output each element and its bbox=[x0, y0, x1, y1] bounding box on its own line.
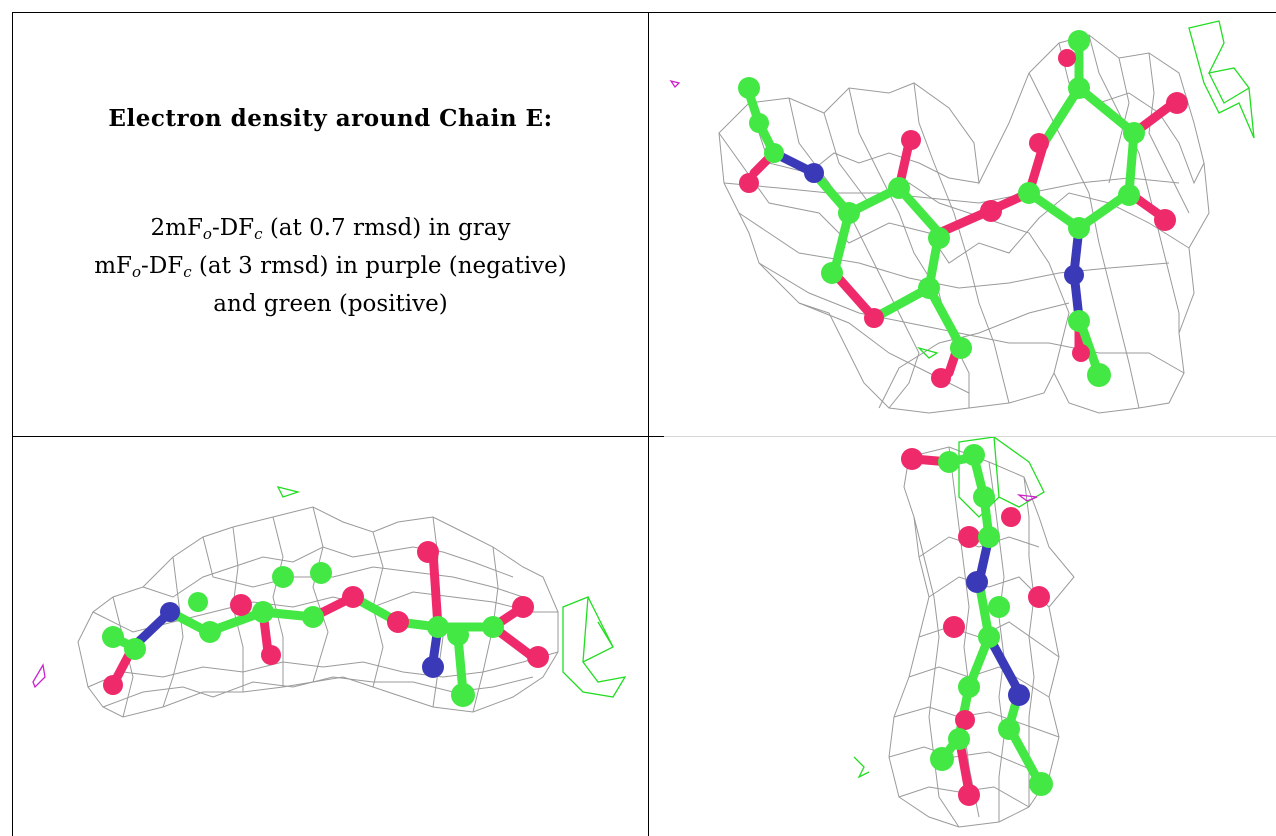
positive-density-top-right bbox=[916, 20, 1255, 359]
molecule-atoms-bottom-left bbox=[102, 541, 549, 707]
molecule-atoms-top-right bbox=[738, 30, 1188, 388]
panel-divider-horizontal bbox=[12, 436, 664, 437]
caption-line-2fo-fc: 2mFo-DFc (at 0.7 rmsd) in gray bbox=[150, 215, 511, 243]
positive-density-bottom-right bbox=[853, 437, 1045, 779]
negative-density-bottom-right bbox=[1016, 494, 1038, 502]
density-view-top-right bbox=[649, 13, 1276, 436]
density-view-bottom-right bbox=[649, 437, 1276, 836]
positive-density-bottom-left bbox=[276, 486, 627, 698]
molecule-atoms-bottom-right bbox=[901, 444, 1053, 806]
caption-line-fo-fc: mFo-DFc (at 3 rmsd) in purple (negative) bbox=[94, 253, 567, 281]
caption-title: Electron density around Chain E: bbox=[108, 105, 553, 132]
molecule-bonds-bottom-right bbox=[909, 452, 1044, 797]
density-view-bottom-left bbox=[13, 437, 648, 836]
caption-legend: 2mFo-DFc (at 0.7 rmsd) in gray mFo-DFc (… bbox=[13, 209, 648, 323]
frame-left bbox=[12, 12, 13, 836]
panel-divider-vertical bbox=[648, 12, 649, 836]
molecule-bonds-top-right bbox=[744, 38, 1179, 380]
density-image-top-right bbox=[669, 20, 1255, 414]
caption-line-green: and green (positive) bbox=[213, 291, 448, 317]
negative-density-top-right bbox=[669, 79, 681, 89]
gray-mesh-top-right bbox=[718, 34, 1210, 414]
panel-divider-horizontal-right bbox=[664, 436, 1276, 437]
frame-top bbox=[12, 12, 1276, 13]
negative-density-bottom-left bbox=[32, 663, 46, 689]
density-image-bottom-left bbox=[32, 486, 627, 718]
caption-panel: Electron density around Chain E: 2mFo-DF… bbox=[13, 13, 648, 436]
density-image-bottom-right bbox=[853, 437, 1075, 828]
